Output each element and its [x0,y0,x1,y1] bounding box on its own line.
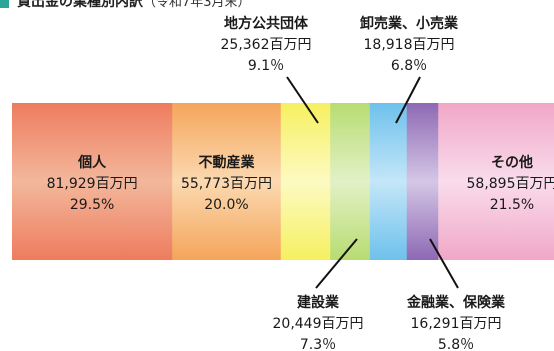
leader-lines [286,76,459,289]
segment-pct-6: 21.5% [490,197,534,213]
segment-value-2: 25,362百万円 [221,37,312,53]
segment-value-0: 81,929百万円 [47,176,138,192]
bar-segment-6 [438,103,554,260]
segment-value-4: 18,918百万円 [364,37,455,53]
title-subtitle: （令和7年3月末） [143,0,251,10]
segment-value-1: 55,773百万円 [181,176,272,192]
segment-name-2: 地方公共団体 [224,15,309,32]
segment-pct-2: 9.1％ [248,58,284,74]
leader-line-3 [315,238,358,289]
title-text: 貸出金の業種別内訳 [17,0,143,10]
segment-name-3: 建設業 [297,294,340,311]
segment-name-0: 個人 [77,154,107,171]
segment-pct-4: 6.8％ [391,58,427,74]
bar-segment-4 [369,103,408,260]
segment-name-4: 卸売業、小売業 [360,15,459,32]
segment-pct-0: 29.5% [70,197,114,213]
segment-value-5: 16,291百万円 [411,316,502,332]
segment-name-1: 不動産業 [198,154,255,171]
bar-segment-5 [406,103,439,260]
bar-segment-1 [172,103,282,260]
segment-pct-5: 5.8％ [438,337,474,351]
leader-line-4 [395,76,421,124]
segment-pct-3: 7.3％ [300,337,336,351]
segment-pct-1: 20.0% [204,197,248,213]
segment-value-6: 58,895百万円 [467,176,554,192]
title-marker [0,0,9,8]
segment-labels: 個人 81,929百万円 29.5% 不動産業 55,773百万円 20.0% 地方公共団体… [47,15,554,351]
segment-value-3: 20,449百万円 [273,316,364,332]
bar-segments [12,103,554,260]
leader-line-5 [429,238,459,289]
segment-name-5: 金融業、保険業 [406,294,506,311]
bar-segment-0 [12,103,173,260]
segment-name-6: その他 [491,154,533,171]
bar-segment-2 [280,103,331,260]
leader-line-2 [286,76,319,124]
bar-segment-3 [330,103,371,260]
chart-title: 貸出金の業種別内訳（令和7年3月末） [0,0,251,10]
